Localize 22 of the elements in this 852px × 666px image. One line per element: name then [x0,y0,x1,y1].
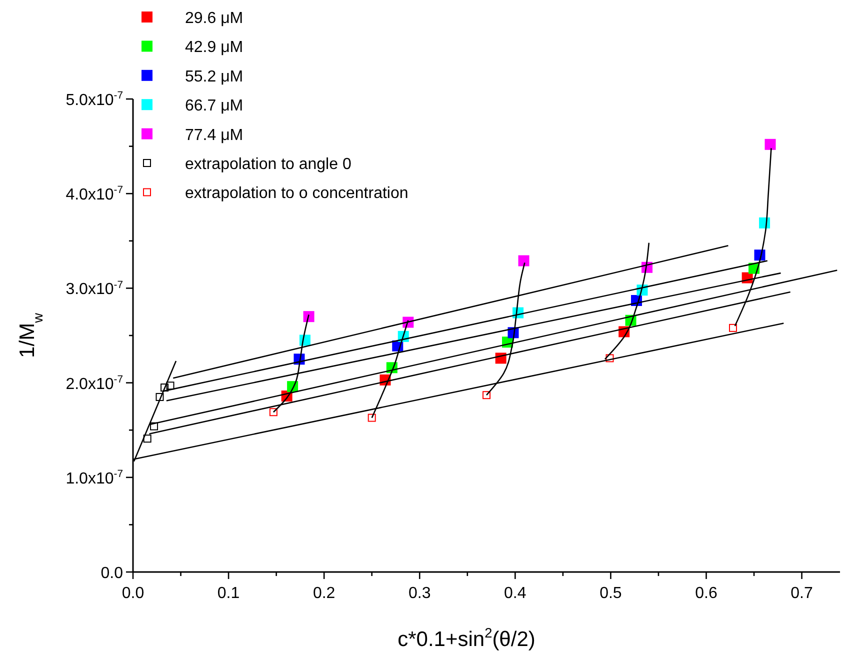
y-tick-label: 4.0x10$^{-7}$ [66,185,124,204]
y-tick-label: 2.0x10$^{-7}$ [66,374,124,393]
x-tick-label: 0.2 [312,585,336,602]
legend-label: extrapolation to angle 0 [185,156,352,173]
legend-label: extrapolation to o concentration [185,185,408,202]
x-tick-label: 0.6 [695,585,718,602]
legend-label: 66.7 μM [185,98,244,115]
x-tick-label: 0.1 [217,585,240,602]
x-tick-label: 0.0 [122,585,144,602]
y-tick-label: 5.0x10$^{-7}$ [66,90,124,109]
legend-label: 55.2 μM [185,68,244,86]
y-tick-label: 3.0x10$^{-7}$ [66,280,124,298]
x-tick-label: 0.3 [408,585,431,602]
y-tick-label: 1.0x10$^{-7}$ [66,469,124,488]
legend-label: 42.9 μM [185,39,244,56]
x-tick-label: 0.7 [790,585,814,602]
y-tick-label: 0.0 [100,565,124,582]
x-tick-label: 0.4 [504,585,526,602]
legend-label: 29.6 μM [185,10,244,27]
legend-label: 77.4 μM [185,126,244,144]
x-tick-label: 0.5 [600,585,622,602]
x-axis-title: c*0.1+sin$^{2}$(θ/2) [398,626,536,651]
